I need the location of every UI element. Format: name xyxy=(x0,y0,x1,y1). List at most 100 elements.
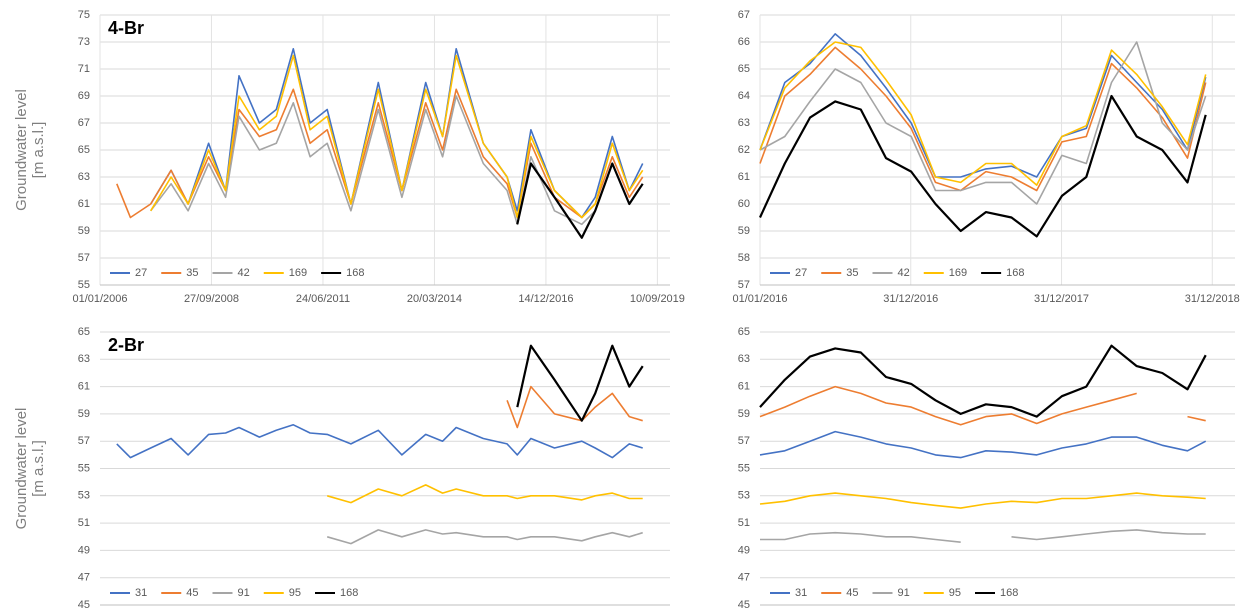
y-tick-label: 47 xyxy=(738,572,750,584)
series-line xyxy=(759,94,1207,238)
legend-label: 168 xyxy=(1000,587,1018,599)
legend-label: 45 xyxy=(846,587,858,599)
y-tick-label: 59 xyxy=(738,408,750,420)
x-tick-label: 01/01/2006 xyxy=(72,293,127,305)
series-line xyxy=(116,424,643,459)
legend-label: 45 xyxy=(186,587,198,599)
x-tick-label: 24/06/2011 xyxy=(296,293,350,305)
series-line xyxy=(326,484,643,504)
y-tick-label: 63 xyxy=(78,171,90,183)
y-tick-label: 45 xyxy=(78,599,90,611)
x-tick-label: 31/12/2017 xyxy=(1034,293,1089,305)
legend-label: 91 xyxy=(238,587,250,599)
legend-label: 169 xyxy=(949,267,967,279)
y-tick-label: 49 xyxy=(78,544,90,556)
series-line xyxy=(150,95,644,226)
y-tick-label: 53 xyxy=(78,490,90,502)
series-line xyxy=(759,46,1207,192)
y-tick-label: 53 xyxy=(738,490,750,502)
y-tick-label: 51 xyxy=(78,517,90,529)
y-tick-label: 49 xyxy=(738,544,750,556)
series-line xyxy=(116,88,644,219)
x-tick-label: 27/09/2008 xyxy=(184,293,239,305)
y-tick-label: 65 xyxy=(738,326,750,338)
y-tick-label: 62 xyxy=(738,144,750,156)
y-tick-label: 63 xyxy=(78,353,90,365)
x-tick-label: 01/01/2016 xyxy=(732,293,787,305)
legend-label: 169 xyxy=(289,267,307,279)
series-line xyxy=(326,529,643,545)
y-tick-label: 55 xyxy=(738,462,750,474)
y-tick-label: 57 xyxy=(738,435,750,447)
y-tick-label: 73 xyxy=(78,36,90,48)
y-axis-label: [m a.s.l.] xyxy=(30,122,47,179)
y-tick-label: 67 xyxy=(78,117,90,129)
x-tick-label: 10/09/2019 xyxy=(630,293,685,305)
y-tick-label: 60 xyxy=(738,198,750,210)
y-tick-label: 61 xyxy=(78,198,90,210)
series-line xyxy=(759,344,1207,418)
series-line xyxy=(760,529,1206,543)
legend-label: 42 xyxy=(238,267,250,279)
y-tick-label: 66 xyxy=(738,36,750,48)
y-tick-label: 65 xyxy=(78,326,90,338)
y-tick-label: 75 xyxy=(78,9,90,21)
series-line xyxy=(150,48,644,219)
y-tick-label: 65 xyxy=(738,63,750,75)
y-tick-label: 58 xyxy=(738,252,750,264)
y-tick-label: 65 xyxy=(78,144,90,156)
x-tick-label: 14/12/2016 xyxy=(518,293,573,305)
series-line xyxy=(759,41,1207,186)
series-line xyxy=(150,54,644,219)
y-tick-label: 67 xyxy=(738,9,750,21)
y-axis-label: [m a.s.l.] xyxy=(30,440,47,497)
y-tick-label: 61 xyxy=(738,171,750,183)
legend-label: 168 xyxy=(340,587,358,599)
legend-label: 91 xyxy=(898,587,910,599)
legend-label: 31 xyxy=(795,587,807,599)
y-tick-label: 71 xyxy=(78,63,90,75)
legend-label: 95 xyxy=(289,587,301,599)
y-tick-label: 57 xyxy=(738,279,750,291)
y-tick-label: 59 xyxy=(78,408,90,420)
series-line xyxy=(759,492,1206,509)
y-tick-label: 63 xyxy=(738,353,750,365)
y-tick-label: 55 xyxy=(78,279,90,291)
y-tick-label: 57 xyxy=(78,252,90,264)
panel-title: 4-Br xyxy=(108,18,144,38)
legend-label: 35 xyxy=(186,267,198,279)
y-axis-label: Groundwater level xyxy=(13,408,30,530)
x-tick-label: 20/03/2014 xyxy=(407,293,462,305)
series-line xyxy=(759,430,1207,459)
y-tick-label: 45 xyxy=(738,599,750,611)
legend-label: 168 xyxy=(346,267,364,279)
y-tick-label: 55 xyxy=(78,462,90,474)
y-tick-label: 61 xyxy=(78,381,90,393)
series-line xyxy=(516,162,644,239)
series-line xyxy=(759,385,1206,426)
series-line xyxy=(759,41,1207,205)
y-tick-label: 61 xyxy=(738,381,750,393)
y-tick-label: 59 xyxy=(738,225,750,237)
y-tick-label: 57 xyxy=(78,435,90,447)
panel-title: 2-Br xyxy=(108,335,144,355)
legend-label: 95 xyxy=(949,587,961,599)
y-tick-label: 47 xyxy=(78,572,90,584)
y-tick-label: 51 xyxy=(738,517,750,529)
legend-label: 168 xyxy=(1006,267,1024,279)
y-tick-label: 59 xyxy=(78,225,90,237)
y-axis-label: Groundwater level xyxy=(13,89,30,211)
x-tick-label: 31/12/2018 xyxy=(1185,293,1240,305)
legend-label: 31 xyxy=(135,587,147,599)
x-tick-label: 31/12/2016 xyxy=(883,293,938,305)
series-line xyxy=(506,385,643,429)
y-tick-label: 64 xyxy=(738,90,750,102)
legend-label: 27 xyxy=(795,267,807,279)
y-tick-label: 69 xyxy=(78,90,90,102)
legend-label: 35 xyxy=(846,267,858,279)
legend-label: 42 xyxy=(898,267,910,279)
series-line xyxy=(516,344,644,422)
y-tick-label: 63 xyxy=(738,117,750,129)
series-line xyxy=(759,33,1207,178)
